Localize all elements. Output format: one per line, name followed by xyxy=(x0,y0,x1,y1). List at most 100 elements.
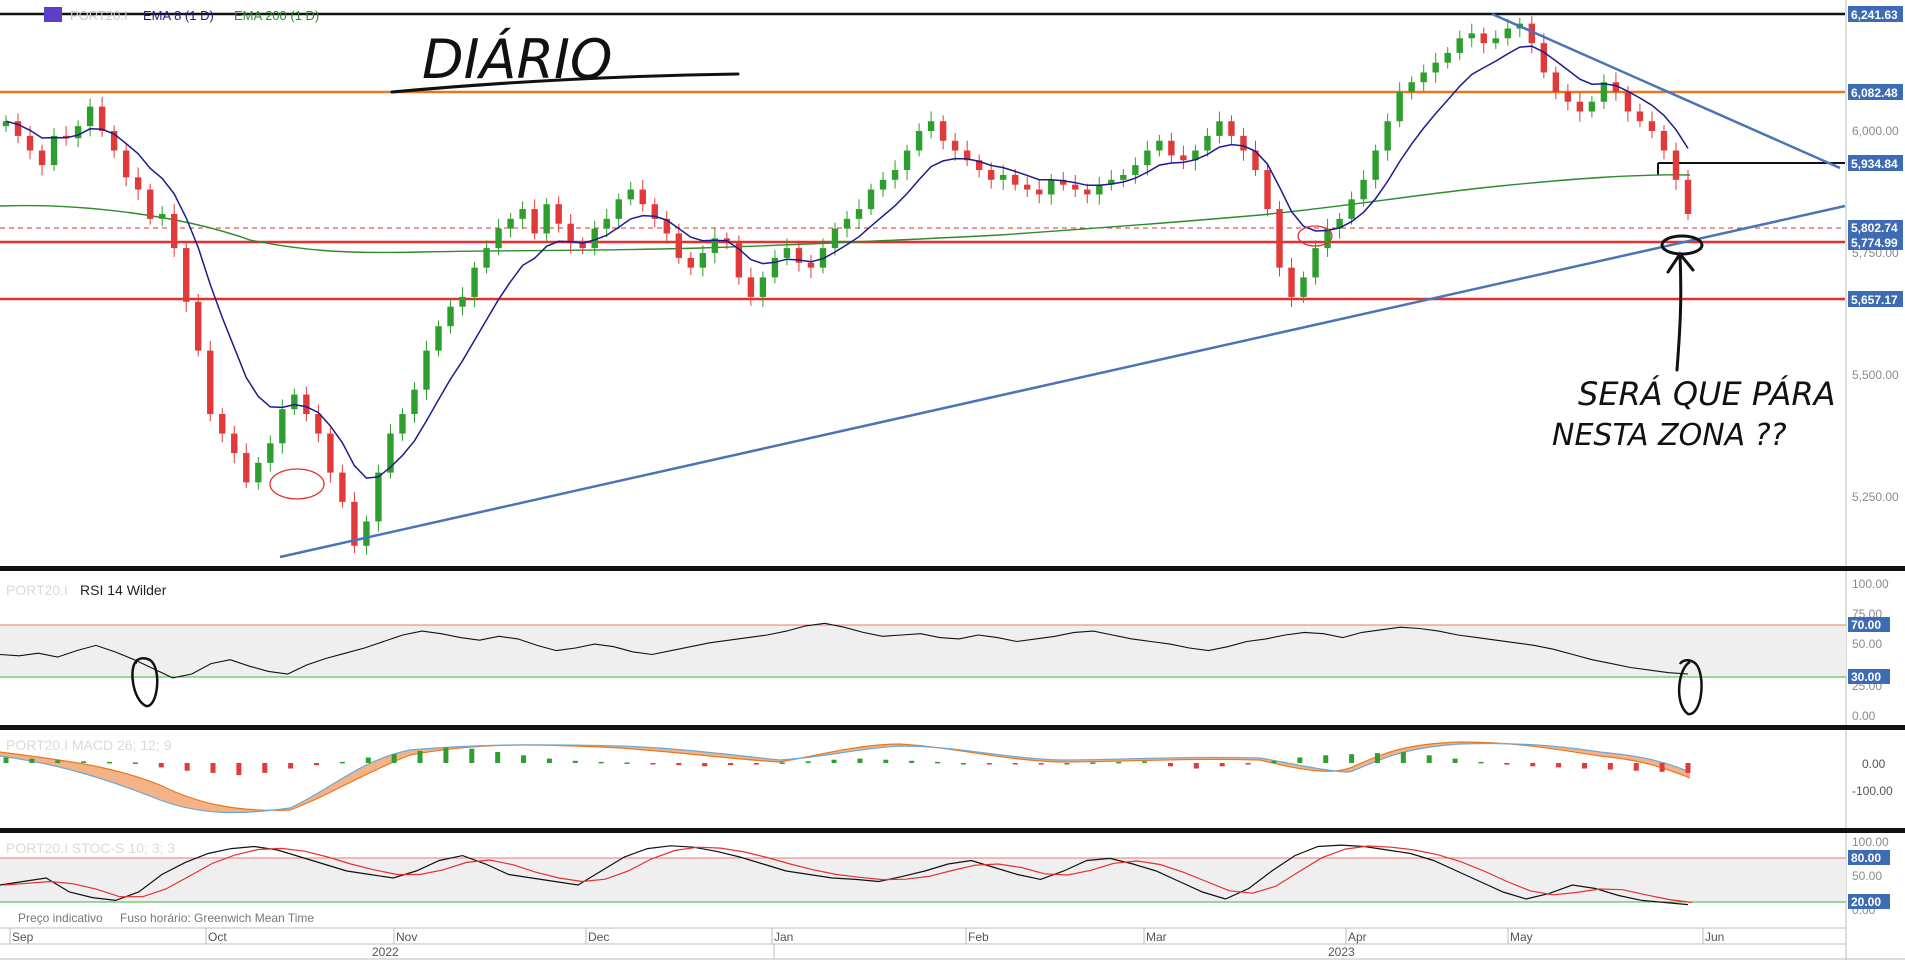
bear-candle[interactable] xyxy=(146,189,154,219)
bear-candle[interactable] xyxy=(639,189,646,205)
bear-candle[interactable] xyxy=(687,257,695,268)
bear-candle[interactable] xyxy=(219,414,226,434)
bear-candle[interactable] xyxy=(1180,155,1187,161)
rising-trendline[interactable] xyxy=(279,204,1846,559)
price-panel[interactable]: DIÁRIO SERÁ QUE PÁRA NESTA ZONA ?? PORT2… xyxy=(0,7,1846,559)
bear-candle[interactable] xyxy=(1252,150,1259,171)
bull-candle[interactable] xyxy=(1420,72,1427,83)
bear-candle[interactable] xyxy=(1228,121,1235,136)
bull-candle[interactable] xyxy=(1348,199,1355,219)
bear-candle[interactable] xyxy=(98,106,106,131)
bull-candle[interactable] xyxy=(615,199,622,219)
bull-candle[interactable] xyxy=(1468,33,1475,39)
bear-candle[interactable] xyxy=(1288,267,1295,297)
bull-candle[interactable] xyxy=(699,253,707,268)
bull-candle[interactable] xyxy=(867,189,875,210)
bear-candle[interactable] xyxy=(110,131,118,151)
bull-candle[interactable] xyxy=(1444,52,1451,63)
bull-candle[interactable] xyxy=(831,228,839,249)
bull-candle[interactable] xyxy=(1432,62,1439,73)
bear-candle[interactable] xyxy=(1168,140,1175,156)
bull-candle[interactable] xyxy=(603,218,610,229)
bull-candle[interactable] xyxy=(158,213,166,219)
bull-candle[interactable] xyxy=(783,248,791,258)
bull-candle[interactable] xyxy=(591,228,598,249)
bull-candle[interactable] xyxy=(999,174,1007,180)
bull-candle[interactable] xyxy=(411,389,418,415)
bull-candle[interactable] xyxy=(507,218,514,229)
bear-candle[interactable] xyxy=(38,150,46,166)
bull-candle[interactable] xyxy=(375,472,382,522)
price-axis[interactable]: 6,000.00 5,750.00 5,500.00 5,250.00 6,24… xyxy=(1845,0,1903,960)
bull-candle[interactable] xyxy=(1408,82,1415,92)
bear-candle[interactable] xyxy=(26,135,34,151)
bull-candle[interactable] xyxy=(1588,101,1596,112)
bear-candle[interactable] xyxy=(339,472,346,502)
bear-candle[interactable] xyxy=(243,453,250,483)
bear-candle[interactable] xyxy=(351,501,358,546)
bear-candle[interactable] xyxy=(567,223,574,244)
bull-candle[interactable] xyxy=(1192,150,1199,161)
bull-candle[interactable] xyxy=(627,189,634,200)
bull-candle[interactable] xyxy=(843,218,851,229)
bull-candle[interactable] xyxy=(1312,248,1319,278)
bear-candle[interactable] xyxy=(1528,23,1536,44)
bear-candle[interactable] xyxy=(1660,131,1668,151)
bear-candle[interactable] xyxy=(303,394,310,415)
panel-separator[interactable] xyxy=(0,828,1905,833)
bear-candle[interactable] xyxy=(207,350,214,415)
bull-candle[interactable] xyxy=(483,248,490,268)
bull-candle[interactable] xyxy=(495,228,502,249)
bear-candle[interactable] xyxy=(1240,135,1247,151)
bull-candle[interactable] xyxy=(759,277,767,297)
bull-candle[interactable] xyxy=(1132,165,1139,175)
bear-candle[interactable] xyxy=(134,177,142,190)
bull-candle[interactable] xyxy=(1456,38,1463,53)
bear-candle[interactable] xyxy=(327,433,334,473)
bear-candle[interactable] xyxy=(1648,121,1656,131)
bear-candle[interactable] xyxy=(1276,209,1283,268)
bull-candle[interactable] xyxy=(50,135,58,166)
bear-candle[interactable] xyxy=(939,121,947,141)
bear-candle[interactable] xyxy=(1036,189,1043,195)
bear-candle[interactable] xyxy=(735,243,743,278)
bear-candle[interactable] xyxy=(531,209,538,234)
bull-candle[interactable] xyxy=(86,106,94,127)
bear-candle[interactable] xyxy=(1072,184,1079,190)
panel-separator[interactable] xyxy=(0,566,1905,571)
bull-candle[interactable] xyxy=(1204,135,1211,151)
bull-candle[interactable] xyxy=(1396,91,1403,122)
bear-candle[interactable] xyxy=(651,204,658,219)
bear-candle[interactable] xyxy=(183,248,190,302)
bear-candle[interactable] xyxy=(1684,179,1692,214)
bear-candle[interactable] xyxy=(1576,101,1584,112)
bull-candle[interactable] xyxy=(519,209,526,219)
bull-candle[interactable] xyxy=(1360,179,1367,200)
falling-trendline[interactable] xyxy=(1491,12,1841,170)
bull-candle[interactable] xyxy=(915,131,923,151)
bull-candle[interactable] xyxy=(1156,140,1163,151)
bull-candle[interactable] xyxy=(423,350,430,390)
bull-candle[interactable] xyxy=(399,414,406,434)
bear-candle[interactable] xyxy=(1264,170,1271,210)
bull-candle[interactable] xyxy=(1324,228,1331,249)
bull-candle[interactable] xyxy=(891,170,899,180)
bull-candle[interactable] xyxy=(387,433,394,473)
bear-candle[interactable] xyxy=(1480,33,1487,44)
bear-candle[interactable] xyxy=(1552,72,1560,92)
bear-candle[interactable] xyxy=(975,160,983,171)
bull-candle[interactable] xyxy=(879,179,887,190)
bull-candle[interactable] xyxy=(771,257,779,278)
bull-candle[interactable] xyxy=(1096,184,1103,195)
macd-panel[interactable]: PORT20.I MACD 26; 12; 9 0.00 -100.00 xyxy=(0,737,1893,814)
bear-candle[interactable] xyxy=(963,150,971,161)
bull-candle[interactable] xyxy=(1492,38,1499,44)
bull-candle[interactable] xyxy=(1300,277,1307,297)
bull-candle[interactable] xyxy=(1600,82,1608,102)
bull-candle[interactable] xyxy=(543,204,550,234)
bull-candle[interactable] xyxy=(855,209,863,219)
bull-candle[interactable] xyxy=(471,267,478,297)
bull-candle[interactable] xyxy=(1372,150,1379,180)
bull-candle[interactable] xyxy=(267,443,274,463)
bear-candle[interactable] xyxy=(1672,150,1680,180)
